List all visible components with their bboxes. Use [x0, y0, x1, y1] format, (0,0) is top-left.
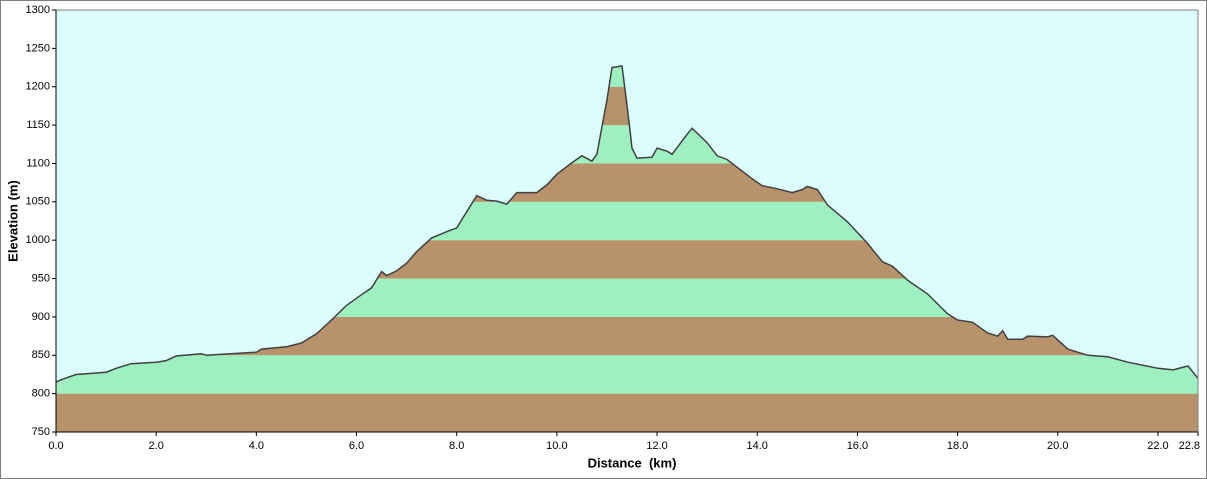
elevation-band — [56, 355, 1198, 394]
x-tick-label: 14.0 — [747, 440, 768, 452]
x-tick-label: 16.0 — [847, 440, 868, 452]
y-tick-label: 1100 — [26, 157, 50, 169]
y-tick-label: 800 — [32, 388, 50, 400]
x-tick-label: 12.0 — [646, 440, 667, 452]
y-tick-label: 1150 — [26, 119, 50, 131]
y-tick-label: 1050 — [26, 196, 50, 208]
y-tick-label: 1300 — [26, 4, 50, 16]
x-tick-label: 8.0 — [449, 440, 464, 452]
y-tick-label: 1000 — [26, 234, 50, 246]
x-tick-label: 20.0 — [1047, 440, 1068, 452]
elevation-band — [56, 393, 1198, 432]
x-tick-label: 2.0 — [149, 440, 164, 452]
x-tick-label: 22.0 — [1147, 440, 1168, 452]
y-tick-label: 900 — [32, 311, 50, 323]
y-tick-label: 1250 — [26, 42, 50, 54]
y-tick-label: 950 — [32, 272, 50, 284]
x-axis-title: Distance (km) — [588, 455, 677, 470]
x-tick-label: 0.0 — [48, 440, 63, 452]
elevation-line — [55, 65, 1199, 383]
y-tick-label: 850 — [32, 349, 50, 361]
x-tick-label: 22.8 — [1179, 440, 1200, 452]
x-tick-label: 10.0 — [546, 440, 567, 452]
x-tick-label: 18.0 — [947, 440, 968, 452]
y-tick-label: 1200 — [26, 81, 50, 93]
y-tick-label: 750 — [32, 426, 50, 438]
x-tick-label: 6.0 — [349, 440, 364, 452]
y-axis-title: Elevation (m) — [5, 180, 20, 262]
x-tick-label: 4.0 — [249, 440, 264, 452]
